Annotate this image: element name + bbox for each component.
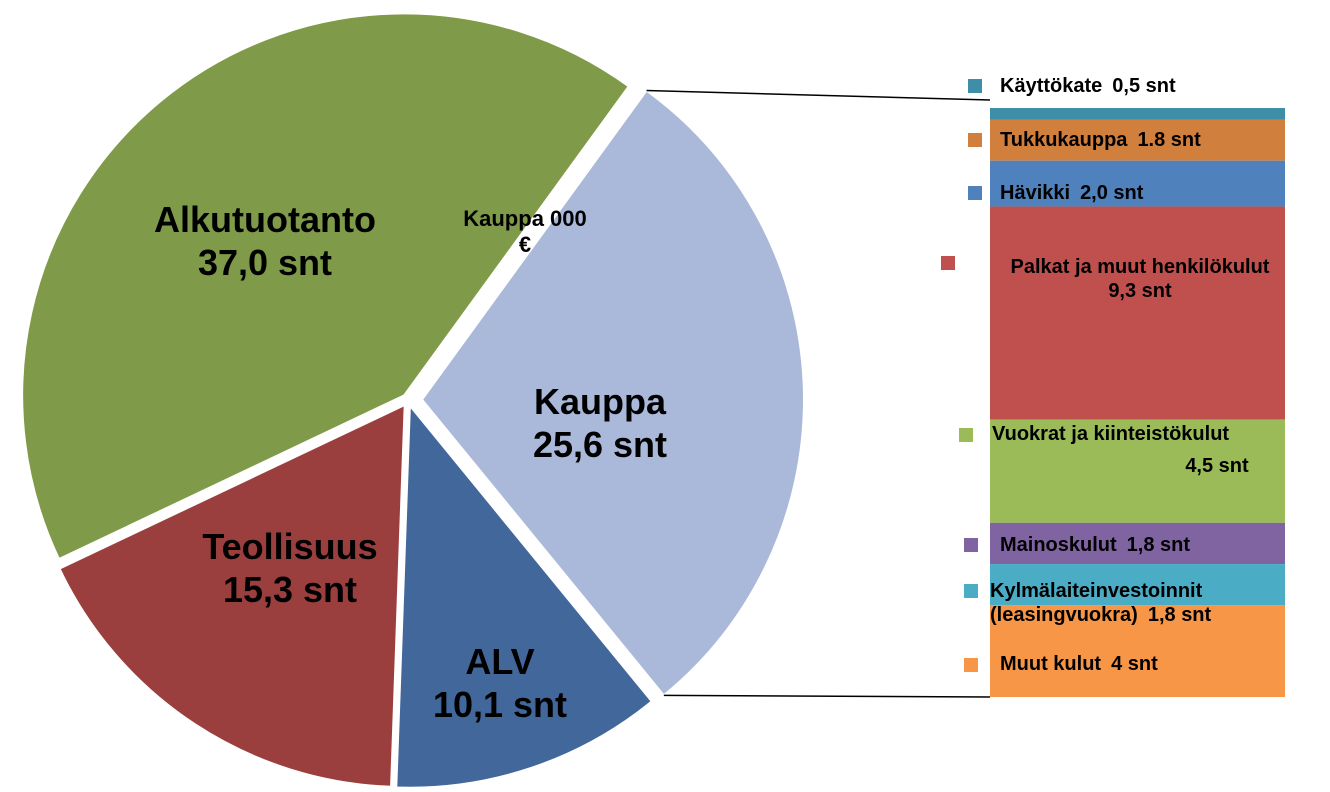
legend-marker: [968, 79, 982, 93]
segment-name: Kylmälaiteinvestoinnit (leasingvuokra): [990, 580, 1203, 626]
pie-slice: [58, 403, 406, 788]
legend-marker: [959, 428, 973, 442]
legend-marker: [964, 538, 978, 552]
segment-label: Vuokrat ja kiinteistökulut 4,5 snt: [992, 422, 1330, 478]
slice-label: Teollisuus 15,3 snt: [140, 525, 440, 611]
slice-value: 25,6 snt: [532, 424, 668, 466]
segment-value: 1.8 snt: [1137, 129, 1201, 151]
slice-label: Kauppa 25,6 snt: [450, 380, 750, 466]
bar-segment: [990, 119, 1285, 161]
pie-slice: [395, 402, 654, 789]
segment-name: Vuokrat ja kiinteistökulut: [992, 423, 1230, 445]
legend-marker: [964, 584, 978, 598]
segment-value: 1,8 snt: [1147, 604, 1212, 626]
slice-label: ALV 10,1 snt: [350, 640, 650, 726]
bar-segment: [990, 522, 1285, 565]
bar-segment: [990, 605, 1285, 697]
segment-name: Hävikki: [1000, 182, 1071, 204]
segment-label: Käyttökate 0,5 snt: [1000, 74, 1320, 98]
legend-marker: [941, 256, 955, 270]
slice-name: Kauppa: [533, 381, 666, 422]
segment-value: 0,5 snt: [1112, 75, 1176, 97]
segment-label: Palkat ja muut henkilökulut 9,3 snt: [990, 255, 1290, 303]
slice-name: Teollisuus: [202, 526, 378, 567]
segment-value: 4 snt: [1111, 653, 1158, 675]
bar-segment: [990, 419, 1285, 523]
legend-marker: [968, 133, 982, 147]
segment-label: Hävikki 2,0 snt: [1000, 181, 1320, 205]
annotation: Kauppa 000 €: [455, 206, 595, 259]
connector: [663, 694, 991, 698]
slice-value: 15,3 snt: [222, 569, 358, 611]
bar-segment: [990, 206, 1285, 420]
segment-label: Muut kulut 4 snt: [1000, 652, 1320, 676]
slice-value: 10,1 snt: [432, 684, 568, 726]
segment-label: Kylmälaiteinvestoinnit (leasingvuokra) 1,…: [990, 579, 1320, 627]
slice-label: Alkutuotanto 37,0 snt: [115, 198, 415, 284]
pie-slice: [420, 89, 805, 697]
segment-value: 2,0 snt: [1080, 182, 1144, 204]
segment-value: 9,3 snt: [1108, 280, 1172, 302]
segment-name: Tukkukauppa: [1000, 129, 1128, 151]
bar-segment: [990, 108, 1285, 120]
segment-label: Mainoskulut 1,8 snt: [1000, 533, 1320, 557]
bar-segment: [990, 160, 1285, 207]
segment-name: Muut kulut: [1000, 653, 1102, 675]
legend-marker: [964, 658, 978, 672]
pie-slice: [21, 12, 631, 561]
annotation-text: Kauppa 000 €: [463, 206, 587, 258]
segment-name: Mainoskulut: [1000, 534, 1117, 556]
segment-value: 1,8 snt: [1126, 534, 1191, 556]
segment-name: Käyttökate: [1000, 75, 1103, 97]
connector: [646, 89, 991, 101]
segment-label: Tukkukauppa 1.8 snt: [1000, 128, 1320, 152]
slice-value: 37,0 snt: [197, 242, 333, 284]
slice-name: Alkutuotanto: [154, 199, 376, 240]
segment-name: Palkat ja muut henkilökulut: [1010, 256, 1270, 278]
legend-marker: [968, 186, 982, 200]
segment-value: 4,5 snt: [1185, 455, 1249, 477]
slice-name: ALV: [465, 641, 535, 682]
bar-segment: [990, 564, 1285, 606]
